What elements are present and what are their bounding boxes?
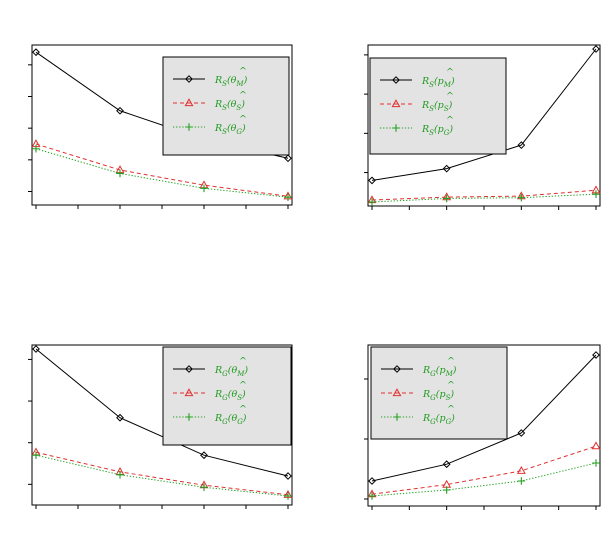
legend-box — [162, 346, 292, 446]
series-1-point — [592, 45, 600, 53]
legend-label-2: RS(θS) — [214, 99, 245, 112]
series-3-point — [442, 194, 451, 203]
legend-marker-3 — [392, 124, 400, 132]
series-3-point — [200, 483, 208, 492]
chart-panel-2: RS(pM)^RS(pS)^RS(pG)^ — [364, 44, 601, 210]
series-1-line — [371, 354, 597, 482]
series-3-point — [368, 198, 376, 206]
hat-accent: ^ — [239, 114, 247, 125]
hat-accent: ^ — [447, 404, 455, 415]
series-3-point — [517, 477, 526, 485]
series-1-point — [442, 164, 451, 173]
hat-accent: ^ — [446, 115, 454, 126]
chart-panel-4: RG(pM)^RG(pS)^RG(pG)^ — [364, 344, 601, 510]
legend-marker-3 — [185, 413, 193, 421]
hat-accent: ^ — [447, 380, 455, 391]
series-3-line — [371, 462, 597, 497]
chart-panel-1: RS(θM)^RS(θS)^RS(θG)^ — [28, 44, 293, 209]
legend: RG(pM)^RG(pS)^RG(pG)^ — [370, 346, 508, 440]
legend-marker-2 — [184, 388, 194, 397]
legend-marker-3 — [393, 413, 401, 421]
legend-label-2: RG(θS) — [214, 389, 246, 402]
legend-marker-2 — [391, 99, 401, 108]
hat-accent: ^ — [447, 356, 455, 367]
legend-label-3: RS(pG) — [421, 124, 453, 137]
series-3-line — [35, 148, 289, 198]
legend-marker-3 — [185, 123, 193, 131]
series-1-point — [116, 413, 124, 422]
legend: RS(pM)^RS(pS)^RS(pG)^ — [369, 57, 507, 155]
legend-label-2: RG(pS) — [422, 389, 454, 402]
legend-label-1: RG(θM) — [214, 365, 248, 378]
series-3-point — [368, 492, 376, 500]
legend-label-3: RG(pG) — [422, 413, 455, 426]
hat-accent: ^ — [446, 67, 454, 78]
series-1-point — [32, 48, 40, 57]
series-1-line — [371, 48, 597, 181]
series-1-point — [517, 429, 526, 437]
series-1-point — [368, 176, 376, 185]
series-3-point — [32, 144, 40, 153]
legend-label-1: RG(pM) — [422, 365, 457, 378]
series-2-point — [516, 465, 526, 474]
series-1-point — [284, 472, 292, 480]
series-3-point — [116, 169, 124, 178]
series-1-point — [517, 141, 526, 150]
series-3-line — [371, 193, 597, 203]
legend-marker-1 — [185, 365, 193, 373]
legend-box — [370, 346, 508, 440]
legend-marker-1 — [392, 76, 400, 84]
legend-label-2: RS(pS) — [421, 100, 453, 113]
legend-label-3: RG(θG) — [214, 413, 247, 426]
legend-marker-2 — [184, 98, 194, 107]
hat-accent: ^ — [239, 90, 247, 101]
legend-marker-1 — [393, 365, 401, 373]
hat-accent: ^ — [239, 404, 247, 415]
legend-label-1: RS(θM) — [214, 75, 248, 88]
legend-box — [162, 56, 290, 156]
legend: RG(θM)^RG(θS)^RG(θG)^ — [162, 346, 292, 446]
series-3-point — [517, 193, 526, 202]
chart-panel-3: RG(θM)^RG(θS)^RG(θG)^ — [28, 344, 293, 509]
series-2-line — [371, 189, 597, 201]
series-3-point — [442, 486, 451, 494]
series-2-line — [35, 451, 289, 496]
series-2-point — [591, 441, 601, 450]
series-2-line — [371, 445, 597, 495]
legend: RS(θM)^RS(θS)^RS(θG)^ — [162, 56, 290, 156]
hat-accent: ^ — [446, 91, 454, 102]
legend-marker-1 — [185, 75, 193, 83]
series-3-point — [284, 193, 292, 201]
legend-marker-2 — [392, 388, 402, 397]
hat-accent: ^ — [239, 356, 247, 367]
legend-label-3: RS(θG) — [214, 123, 246, 136]
series-3-point — [284, 492, 292, 500]
series-1-point — [368, 477, 376, 485]
series-3-point — [116, 470, 124, 479]
series-3-point — [592, 459, 600, 467]
hat-accent: ^ — [239, 66, 247, 77]
series-1-point — [592, 351, 600, 359]
series-3-point — [32, 451, 40, 459]
series-1-point — [200, 451, 208, 460]
series-3-point — [200, 184, 208, 193]
series-1-point — [442, 460, 451, 469]
series-1-point — [284, 154, 292, 163]
hat-accent: ^ — [239, 380, 247, 391]
series-1-point — [116, 106, 124, 115]
series-3-point — [592, 190, 600, 198]
series-2-line — [35, 143, 289, 197]
series-1-line — [35, 348, 289, 477]
legend-label-1: RS(pM) — [421, 76, 455, 89]
series-1-point — [32, 345, 40, 353]
